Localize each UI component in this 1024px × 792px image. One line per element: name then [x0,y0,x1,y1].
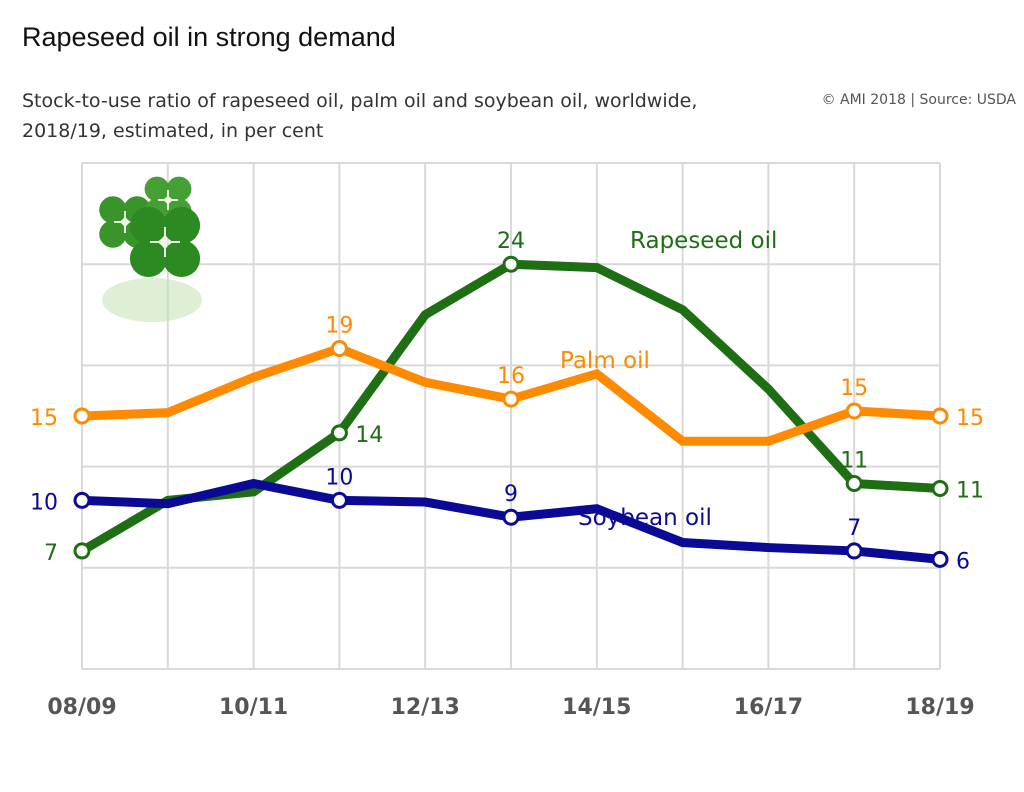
palm-oil-value-label: 15 [956,406,984,431]
rapeseed-oil-point [73,542,91,560]
x-tick-label: 12/13 [391,695,460,720]
chart-subtitle: Stock-to-use ratio of rapeseed oil, palm… [22,90,698,142]
x-tick-label: 14/15 [562,695,631,720]
rapeseed-oil-value-label: 24 [497,229,525,254]
soybean-oil-value-label: 9 [504,482,518,507]
rapeseed-oil-point [931,480,949,498]
soybean-oil-point [845,542,863,560]
x-tick-label: 10/11 [219,695,288,720]
soybean-oil-point [502,508,520,526]
soybean-oil-point [931,550,949,568]
x-tick-label: 18/19 [905,695,974,720]
rapeseed-oil-point [845,474,863,492]
palm-oil-value-label: 16 [497,364,525,389]
palm-oil-value-label: 19 [325,314,353,339]
soybean-oil-value-label: 10 [325,465,353,490]
rapeseed-oil-value-label: 11 [840,448,868,473]
soybean-oil-value-label: 6 [956,549,970,574]
rapeseed-oil-series-label: Rapeseed oil [630,228,777,254]
rapeseed-oil-value-label: 7 [44,541,58,566]
palm-oil-value-label: 15 [30,406,58,431]
palm-oil-point [931,407,949,425]
soybean-oil-value-label: 10 [30,490,58,515]
palm-oil-point [502,390,520,408]
x-tick-label: 08/09 [47,695,116,720]
rapeseed-oil-value-label: 11 [956,479,984,504]
soybean-oil-value-label: 7 [847,516,861,541]
x-axis-ticks: 08/09 10/11 12/13 14/15 16/17 18/19 [47,695,974,720]
source-note: © AMI 2018 | Source: USDA [821,92,1016,108]
palm-oil-series-label: Palm oil [560,348,650,374]
palm-oil-value-label: 15 [840,376,868,401]
palm-oil-point [845,402,863,420]
rapeseed-oil-point [330,424,348,442]
soybean-oil-point [73,491,91,509]
chart-title: Rapeseed oil in strong demand [22,22,396,52]
soybean-oil-point [330,491,348,509]
clover-icon [99,176,202,322]
rapeseed-oil-value-label: 14 [355,423,383,448]
soybean-oil-series-label: Soybean oil [578,505,712,531]
x-tick-label: 16/17 [734,695,803,720]
rapeseed-oil-point [502,255,520,273]
palm-oil-point [73,407,91,425]
palm-oil-point [330,340,348,358]
data-labels: 7 14 24 11 11 15 19 16 15 15 10 10 9 7 6 Rapeseed oil Pa… [30,228,984,574]
